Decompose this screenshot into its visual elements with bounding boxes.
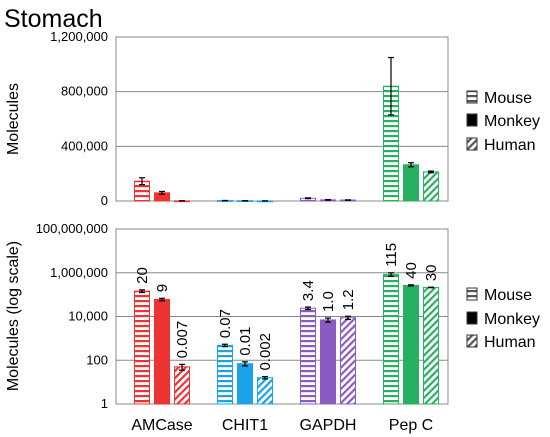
- y-tick-label: 1: [101, 396, 108, 411]
- bar-monkey-pep-c: [403, 284, 419, 405]
- data-label: 115: [383, 243, 400, 267]
- chart-2: 1 100 10,000 1,000,000 100,000,000 Molecules …: [5, 221, 540, 434]
- y-tick-label: 800,000: [61, 84, 108, 99]
- legend-swatch-mouse: [466, 90, 478, 104]
- bar-human-gapdh: [340, 317, 356, 405]
- legend-swatch-monkey: [466, 311, 478, 325]
- y-tick-label: 1,000,000: [50, 265, 108, 280]
- legend-label: Human: [484, 137, 536, 154]
- bar-mouse-gapdh: [300, 307, 316, 405]
- figure-title: Stomach: [4, 5, 103, 33]
- bar-human-amcase: [174, 366, 190, 405]
- bar-mouse-pep-c: [383, 273, 399, 405]
- legend-label: Mouse: [484, 90, 532, 107]
- y-tick-label: 10,000: [68, 309, 108, 324]
- y-axis-title: Molecules: [5, 83, 22, 155]
- bar-human-pep-c: [423, 286, 439, 405]
- legend-label: Mouse: [484, 287, 532, 304]
- legend-swatch-mouse: [466, 287, 478, 301]
- y-axis-title: Molecules (log scale): [5, 241, 22, 391]
- x-tick-label: GAPDH: [300, 417, 357, 434]
- bar-mouse-chit1: [217, 344, 233, 405]
- data-label: 0.01: [237, 327, 254, 356]
- data-label: 1.2: [340, 289, 357, 310]
- bar-monkey-chit1: [237, 363, 253, 405]
- bar-monkey-gapdh: [320, 319, 336, 405]
- y-tick-label: 1,200,000: [50, 29, 108, 44]
- plot-frame: [115, 36, 449, 202]
- legend-swatch-monkey: [466, 113, 478, 127]
- bar-human-chit1: [257, 377, 273, 405]
- data-label: 3.4: [300, 280, 317, 301]
- data-label: 0.07: [217, 309, 234, 338]
- data-label: 1.0: [320, 291, 337, 312]
- chart-1: 0 400,000 800,000 1,200,000 Molecules Mouse Mo…: [5, 29, 540, 208]
- y-tick-label: 0: [101, 193, 108, 208]
- data-label: 0.007: [174, 321, 191, 359]
- legend-label: Monkey: [484, 311, 540, 328]
- legend-swatch-human: [466, 137, 478, 151]
- charts: 0 400,000 800,000 1,200,000 Molecules Mouse Mo…: [5, 29, 540, 434]
- x-tick-label: AMCase: [131, 417, 192, 434]
- data-label: 20: [134, 267, 151, 284]
- bar-mouse-amcase: [134, 290, 150, 405]
- legend-label: Monkey: [484, 113, 540, 130]
- data-label: 0.002: [257, 333, 274, 371]
- bar-monkey-pep-c: [403, 164, 419, 202]
- y-tick-label: 400,000: [61, 138, 108, 153]
- y-tick-label: 100,000,000: [36, 221, 108, 236]
- legend-label: Human: [484, 334, 536, 351]
- x-tick-label: Pep C: [389, 417, 433, 434]
- legend-swatch-human: [466, 334, 478, 348]
- data-label: 9: [154, 284, 171, 292]
- y-tick-label: 100: [86, 352, 108, 367]
- x-tick-label: CHIT1: [222, 417, 268, 434]
- bar-monkey-amcase: [154, 298, 170, 405]
- bar-human-pep-c: [423, 171, 439, 202]
- data-label: 30: [423, 264, 440, 281]
- data-label: 40: [403, 262, 420, 279]
